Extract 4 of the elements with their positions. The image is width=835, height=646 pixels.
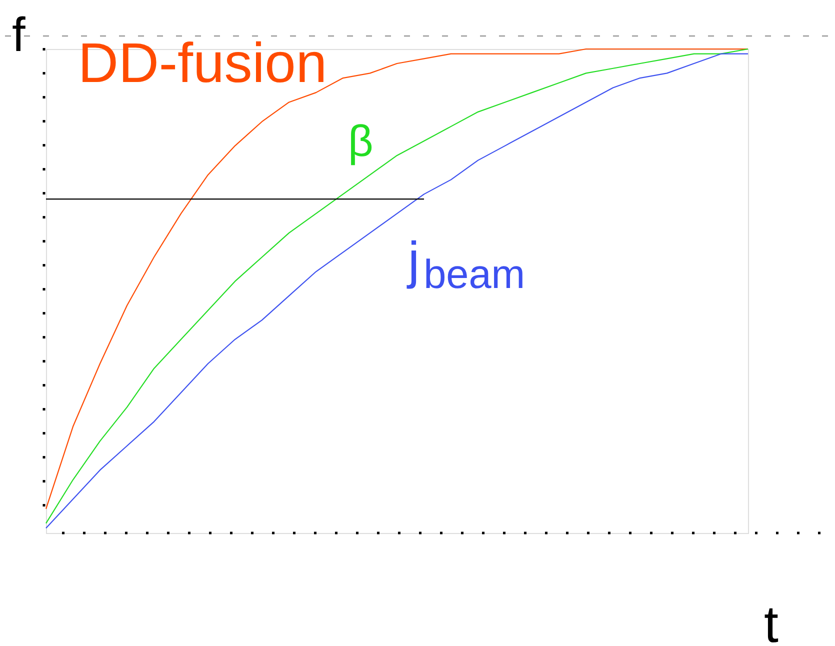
- series-label: DD-fusion: [78, 31, 327, 94]
- series-label: β: [348, 117, 374, 166]
- x-axis-title: t: [764, 596, 779, 646]
- y-axis-title: f: [12, 9, 26, 62]
